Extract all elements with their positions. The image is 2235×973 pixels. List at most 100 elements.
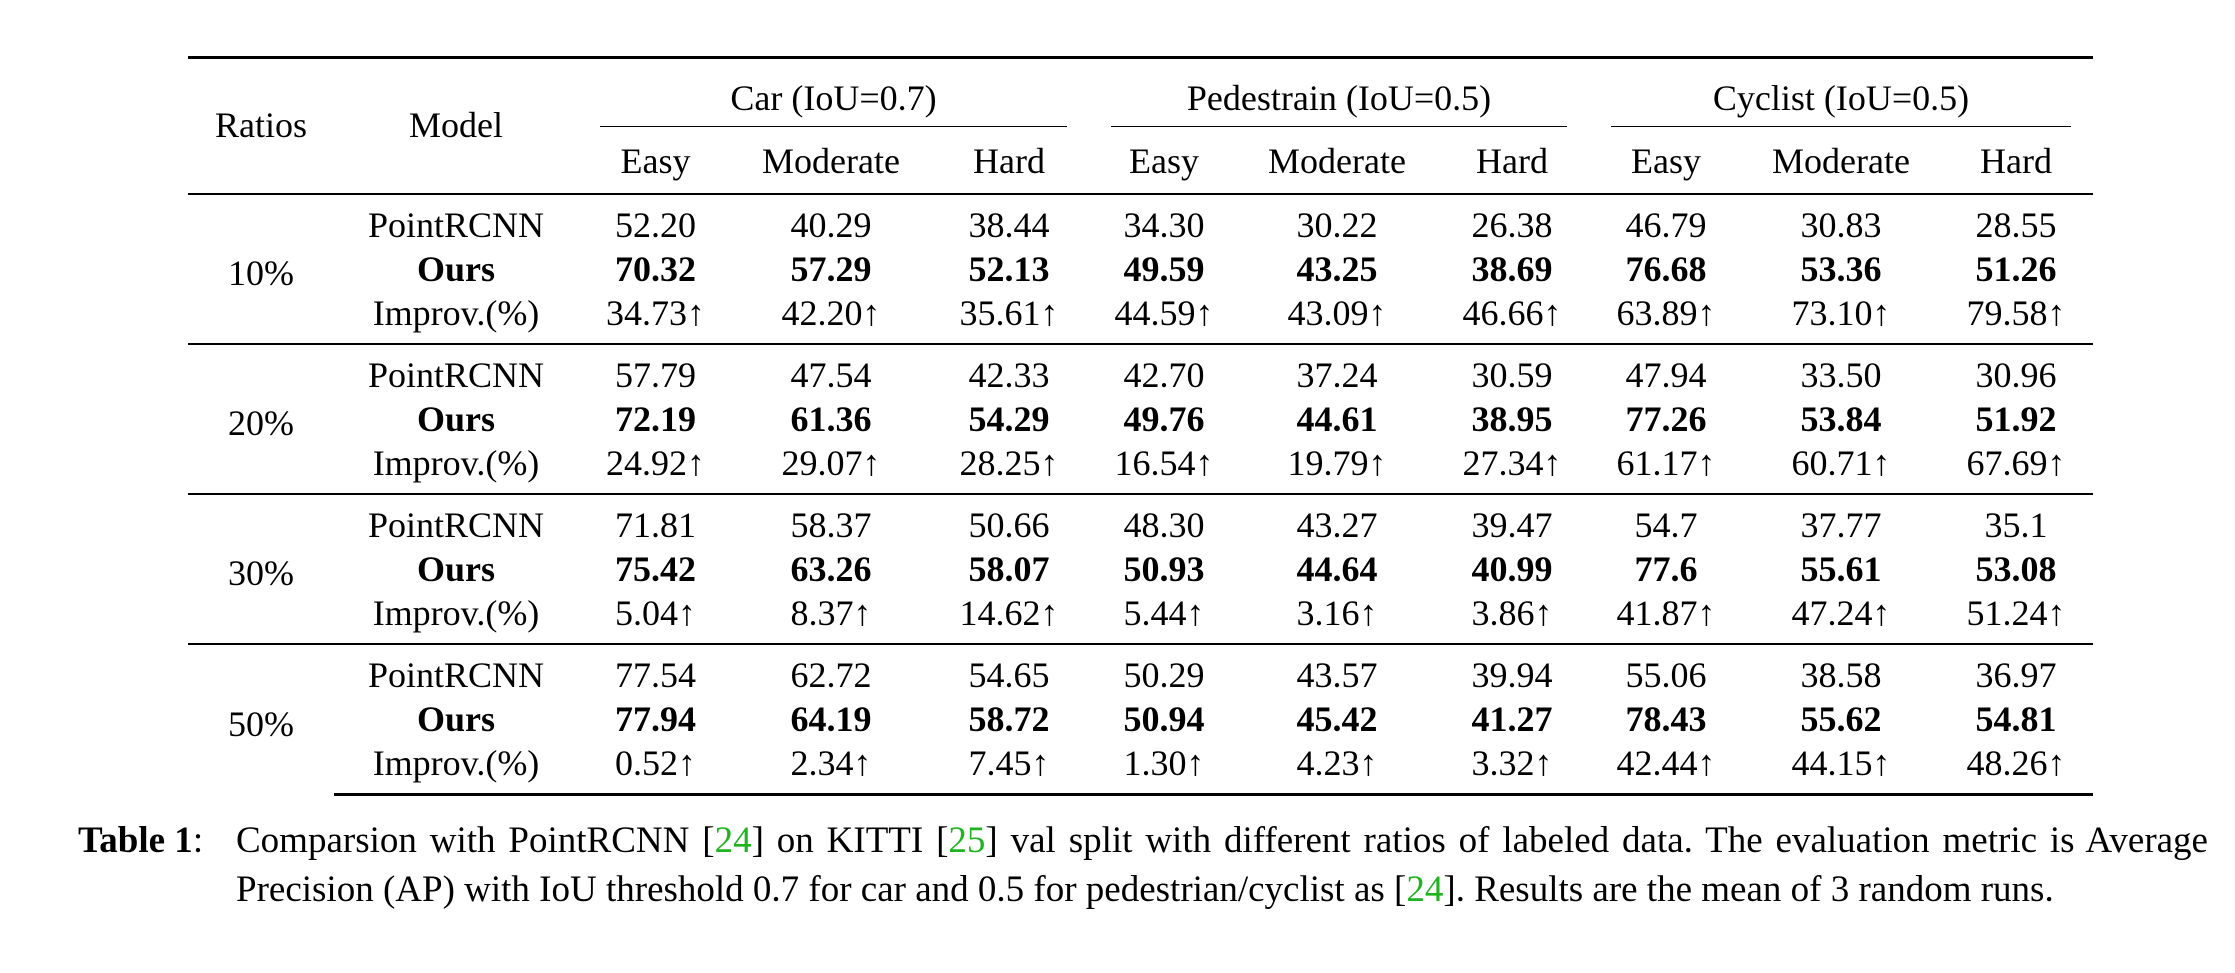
value-cell: 77.26 — [1625, 399, 1707, 439]
citation-link[interactable]: 24 — [1406, 869, 1444, 910]
value-cell: 53.08 — [1975, 549, 2057, 589]
model-cell: Improv.(%) — [372, 293, 540, 333]
value-cell: 14.62↑ — [959, 593, 1059, 633]
value-cell: 50.94 — [1123, 699, 1205, 739]
value-cell: 36.97 — [1939, 643, 2094, 697]
model-cell: Ours — [416, 249, 495, 289]
table-row: Improv.(%) 0.52↑ 2.34↑ 7.45↑ 1.30↑ 4.23↑… — [188, 741, 2094, 796]
value-cell: 30.96 — [1939, 343, 2094, 397]
value-cell: 5.04↑ — [615, 593, 696, 633]
table-row: Ours 72.19 61.36 54.29 49.76 44.61 38.95… — [188, 397, 2093, 441]
table-row: Improv.(%) 24.92↑ 29.07↑ 28.25↑ 16.54↑ 1… — [188, 441, 2093, 494]
caption-label: Table 1: — [78, 816, 203, 865]
value-cell: 33.50 — [1743, 343, 1940, 397]
model-cell: Improv.(%) — [372, 593, 540, 633]
value-cell: 70.32 — [615, 249, 696, 289]
value-cell: 30.83 — [1743, 193, 1940, 247]
value-cell: 47.94 — [1589, 343, 1744, 397]
value-cell: 35.1 — [1939, 493, 2094, 547]
header-model: Model — [334, 56, 578, 194]
citation-link[interactable]: 24 — [714, 820, 752, 861]
table-row: 50% PointRCNN 77.54 62.72 54.65 50.29 43… — [188, 643, 2094, 795]
model-cell: Ours — [416, 549, 495, 589]
table-row: Improv.(%) 34.73↑ 42.20↑ 35.61↑ 44.59↑ 4… — [188, 291, 2093, 344]
value-cell: 77.94 — [615, 699, 696, 739]
value-cell: 79.58↑ — [1966, 293, 2066, 333]
value-cell: 54.7 — [1589, 493, 1744, 547]
value-cell: 37.24 — [1239, 343, 1435, 397]
value-cell: 55.62 — [1800, 699, 1882, 739]
model-cell: Ours — [416, 399, 495, 439]
value-cell: 76.68 — [1625, 249, 1707, 289]
value-cell: 42.33 — [929, 343, 1089, 397]
value-cell: 63.89↑ — [1616, 293, 1716, 333]
value-cell: 54.65 — [929, 643, 1089, 697]
value-cell: 58.72 — [968, 699, 1050, 739]
table-row: Ours 75.42 63.26 58.07 50.93 44.64 40.99… — [188, 547, 2093, 591]
model-cell: Improv.(%) — [334, 741, 578, 796]
value-cell: 47.24↑ — [1791, 593, 1891, 633]
value-cell: 51.92 — [1975, 399, 2057, 439]
value-cell: 7.45↑ — [929, 741, 1089, 796]
value-cell: 60.71↑ — [1791, 443, 1891, 483]
value-cell: 77.6 — [1634, 549, 1698, 589]
value-cell: 46.79 — [1589, 193, 1744, 247]
value-cell: 26.38 — [1435, 193, 1590, 247]
value-cell: 53.36 — [1800, 249, 1882, 289]
table-row: Ours 70.32 57.29 52.13 49.59 43.25 38.69… — [188, 247, 2093, 291]
table-row: Improv.(%) 5.04↑ 8.37↑ 14.62↑ 5.44↑ 3.16… — [188, 591, 2093, 644]
value-cell: 55.61 — [1800, 549, 1882, 589]
value-cell: 34.73↑ — [606, 293, 705, 333]
header-sub: Moderate — [1268, 141, 1406, 181]
header-group-car: Car (IoU=0.7) — [578, 56, 1089, 129]
value-cell: 45.42 — [1296, 699, 1378, 739]
value-cell: 38.69 — [1471, 249, 1553, 289]
value-cell: 77.54 — [578, 643, 733, 697]
value-cell: 38.95 — [1471, 399, 1553, 439]
value-cell: 49.59 — [1123, 249, 1205, 289]
value-cell: 16.54↑ — [1114, 443, 1214, 483]
model-cell: Improv.(%) — [372, 443, 540, 483]
caption-label-text: Table 1 — [78, 820, 193, 861]
ratio-cell: 30% — [188, 493, 334, 644]
model-cell: PointRCNN — [334, 343, 578, 397]
header-sub: Hard — [1476, 141, 1548, 181]
value-cell: 50.66 — [929, 493, 1089, 547]
value-cell: 42.20↑ — [781, 293, 881, 333]
citation-bracket: [ — [1394, 869, 1407, 910]
value-cell: 48.26↑ — [1939, 741, 2094, 796]
value-cell: 57.79 — [578, 343, 733, 397]
value-cell: 5.44↑ — [1123, 593, 1205, 633]
value-cell: 53.84 — [1800, 399, 1882, 439]
model-cell: PointRCNN — [334, 493, 578, 547]
value-cell: 19.79↑ — [1287, 443, 1387, 483]
value-cell: 52.20 — [578, 193, 733, 247]
header-group-car-label: Car (IoU=0.7) — [730, 78, 937, 118]
header-group-pedestrain-label: Pedestrain (IoU=0.5) — [1186, 78, 1492, 118]
caption-label-sep: : — [192, 820, 204, 861]
group-rule-car — [600, 126, 1067, 127]
value-cell: 41.87↑ — [1616, 593, 1716, 633]
row-group-30: 30% PointRCNN 71.81 58.37 50.66 48.30 43… — [188, 493, 2094, 644]
value-cell: 73.10↑ — [1791, 293, 1891, 333]
citation-bracket: [ — [702, 820, 715, 861]
value-cell: 34.30 — [1089, 193, 1239, 247]
value-cell: 37.77 — [1743, 493, 1940, 547]
value-cell: 72.19 — [615, 399, 696, 439]
value-cell: 44.15↑ — [1743, 741, 1940, 796]
citation-bracket: ] — [985, 820, 998, 861]
ratio-cell: 20% — [188, 343, 334, 494]
value-cell: 67.69↑ — [1966, 443, 2066, 483]
caption-text: val split with different ratios of label… — [236, 820, 2208, 910]
value-cell: 61.17↑ — [1616, 443, 1716, 483]
caption-text: Comparsion with PointRCNN — [236, 820, 703, 861]
value-cell: 30.59 — [1435, 343, 1590, 397]
value-cell: 47.54 — [733, 343, 929, 397]
value-cell: 46.66↑ — [1462, 293, 1562, 333]
value-cell: 44.61 — [1296, 399, 1378, 439]
value-cell: 29.07↑ — [781, 443, 881, 483]
citation-link[interactable]: 25 — [948, 820, 986, 861]
value-cell: 39.94 — [1435, 643, 1590, 697]
header-sub: Moderate — [1772, 141, 1910, 181]
group-rule-cyclist — [1611, 126, 2072, 127]
